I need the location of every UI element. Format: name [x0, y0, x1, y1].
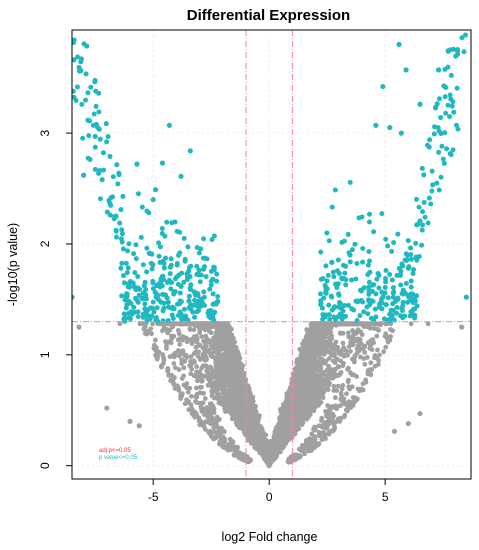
data-point	[188, 354, 194, 359]
data-point	[199, 334, 205, 340]
data-point	[312, 393, 318, 399]
data-point	[313, 380, 318, 385]
data-point	[340, 340, 346, 346]
data-point	[337, 330, 343, 336]
data-point	[345, 330, 351, 336]
data-point	[321, 389, 327, 395]
data-point	[325, 378, 331, 384]
data-point	[327, 355, 332, 361]
data-point	[289, 376, 295, 382]
data-point	[238, 361, 244, 367]
data-point	[336, 364, 342, 370]
data-point	[425, 321, 431, 327]
data-point	[299, 349, 304, 355]
data-point	[196, 349, 202, 355]
data-point	[202, 357, 208, 363]
data-point	[209, 343, 214, 349]
data-point	[191, 327, 197, 333]
data-point	[348, 349, 353, 354]
data-point	[206, 374, 212, 380]
data-point	[343, 348, 349, 354]
grid-lines	[72, 30, 471, 479]
scatter-points	[72, 32, 469, 469]
data-point	[326, 363, 331, 369]
data-point	[222, 346, 228, 352]
data-point	[323, 358, 329, 364]
data-point	[384, 321, 390, 327]
data-point	[202, 341, 208, 346]
data-point	[332, 343, 338, 349]
data-point	[222, 402, 228, 407]
data-point	[306, 394, 312, 400]
data-point	[293, 373, 298, 379]
data-point	[187, 326, 193, 332]
data-point	[326, 383, 332, 388]
data-point	[327, 371, 332, 376]
data-point	[315, 402, 321, 407]
data-point	[195, 353, 201, 359]
data-point	[346, 344, 352, 350]
data-point	[194, 364, 200, 370]
data-point	[330, 375, 336, 381]
data-point	[218, 363, 224, 369]
data-point	[321, 369, 327, 375]
data-point	[213, 357, 218, 363]
data-point	[223, 387, 229, 393]
data-point	[239, 366, 245, 372]
data-point	[150, 321, 155, 327]
data-point	[292, 366, 298, 372]
data-point	[117, 321, 123, 327]
data-point	[299, 422, 305, 428]
data-point	[177, 342, 183, 347]
data-point	[314, 360, 320, 366]
data-point	[197, 326, 203, 332]
data-point	[204, 348, 209, 354]
data-point	[408, 321, 414, 327]
data-point	[237, 425, 242, 431]
data-point	[301, 411, 306, 416]
data-point	[330, 358, 336, 364]
